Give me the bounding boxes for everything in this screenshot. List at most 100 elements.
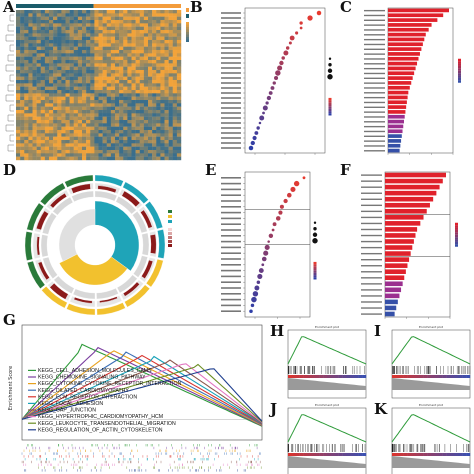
heatmap-cell — [152, 106, 157, 111]
gsea-curve — [21, 363, 263, 423]
heatmap-cell — [152, 120, 157, 124]
barplot-term-label-glyph — [364, 116, 385, 118]
mini-gsea-title: Enrichment plot — [315, 403, 340, 407]
dotplot-point — [283, 50, 289, 56]
heatmap-cell — [148, 143, 153, 147]
heatmap-cell — [176, 46, 182, 51]
heatmap-cell — [135, 26, 140, 31]
heatmap-cell — [28, 126, 33, 131]
heatmap-cell — [156, 100, 161, 104]
heatmap-cell — [90, 136, 95, 141]
heatmap-cell — [135, 150, 140, 154]
heatmap-cell — [77, 113, 83, 117]
barplot-bar — [388, 27, 429, 32]
heatmap-cell — [152, 140, 157, 144]
heatmap-cell — [148, 23, 153, 27]
heatmap-cell — [156, 20, 161, 24]
heatmap-cell — [73, 113, 79, 117]
heatmap-cell — [152, 33, 157, 37]
heatmap-cell — [57, 113, 62, 117]
heatmap-colorbar-step — [186, 27, 189, 30]
heatmap-cell — [148, 43, 153, 47]
heatmap-cell — [135, 93, 140, 97]
gsea-legend-label: KEGG_GAP_JUNCTION — [38, 408, 96, 414]
heatmap-cell — [110, 13, 116, 17]
heatmap-cell — [77, 46, 83, 51]
heatmap-cell — [131, 43, 136, 47]
heatmap-cell — [152, 40, 157, 44]
heatmap-cell — [156, 90, 161, 94]
barplot-colorbar-step — [458, 73, 461, 76]
heatmap-cell — [94, 46, 99, 51]
heatmap-cell — [106, 20, 112, 24]
heatmap-cell — [32, 13, 37, 17]
heatmap-cell — [115, 133, 120, 137]
heatmap-cell — [123, 116, 128, 121]
heatmap-cell — [123, 30, 128, 34]
heatmap-cell — [73, 130, 79, 134]
heatmap-cell — [127, 76, 132, 81]
heatmap-cell — [164, 110, 169, 114]
heatmap-cell — [176, 146, 182, 151]
heatmap-cell — [82, 143, 87, 147]
heatmap-cell — [86, 63, 91, 67]
heatmap-cell — [119, 110, 124, 114]
heatmap-cell — [49, 123, 54, 127]
heatmap-cell — [119, 63, 124, 67]
heatmap-dendrogram-branch — [7, 144, 14, 152]
heatmap-cell — [44, 113, 50, 117]
heatmap-cell — [86, 153, 91, 157]
heatmap-cell — [77, 73, 83, 77]
dotplot-term-label-glyph — [221, 147, 241, 149]
heatmap-cell — [28, 26, 33, 31]
heatmap-cell — [143, 153, 149, 157]
heatmap-cell — [139, 76, 145, 81]
heatmap-cell — [77, 126, 83, 131]
circos-track-bar — [149, 234, 157, 254]
heatmap-cell — [131, 150, 136, 154]
heatmap-cell — [98, 10, 103, 14]
heatmap-cell — [172, 130, 178, 134]
mini-gsea-rank-bar — [311, 453, 316, 456]
heatmap-cell — [148, 133, 153, 137]
heatmap-cell — [135, 70, 140, 74]
heatmap-cell — [65, 86, 70, 91]
heatmap-cell — [24, 103, 29, 107]
heatmap-cell — [16, 26, 21, 31]
heatmap-cell — [40, 146, 46, 151]
heatmap-cell — [90, 76, 95, 81]
heatmap-cell — [57, 116, 62, 121]
dotplot-colorbar-step — [328, 104, 332, 107]
heatmap-cell — [94, 56, 99, 61]
heatmap-cell — [172, 56, 178, 61]
mini-gsea-rank-bar — [354, 453, 359, 456]
heatmap-cell — [110, 106, 116, 111]
mini-gsea-curve — [391, 414, 471, 443]
dotplot-point — [279, 60, 284, 66]
heatmap-cell — [143, 150, 149, 154]
mini-gsea-rank-bar — [427, 453, 432, 456]
heatmap-cell — [73, 76, 79, 81]
heatmap-cell — [57, 23, 62, 27]
heatmap-cell — [127, 83, 132, 87]
heatmap-cell — [98, 46, 103, 51]
heatmap-cell — [86, 70, 91, 74]
heatmap-cell — [61, 73, 66, 77]
heatmap-cell — [123, 23, 128, 27]
heatmap-cell — [16, 116, 21, 121]
heatmap-cell — [90, 56, 95, 61]
heatmap-cell — [77, 90, 83, 94]
heatmap-cell — [164, 113, 169, 117]
dotplot-point — [264, 244, 270, 250]
circos-track-bar — [37, 261, 50, 281]
barplot-bar — [385, 178, 443, 184]
dotplot-point — [259, 115, 265, 121]
heatmap-cell — [106, 23, 112, 27]
heatmap-cell — [156, 33, 161, 37]
heatmap-cell — [148, 16, 153, 21]
heatmap-cell — [119, 100, 124, 104]
heatmap-cell — [172, 96, 178, 101]
heatmap-cell — [110, 56, 116, 61]
heatmap-cell — [77, 83, 83, 87]
heatmap-cell — [152, 103, 157, 107]
